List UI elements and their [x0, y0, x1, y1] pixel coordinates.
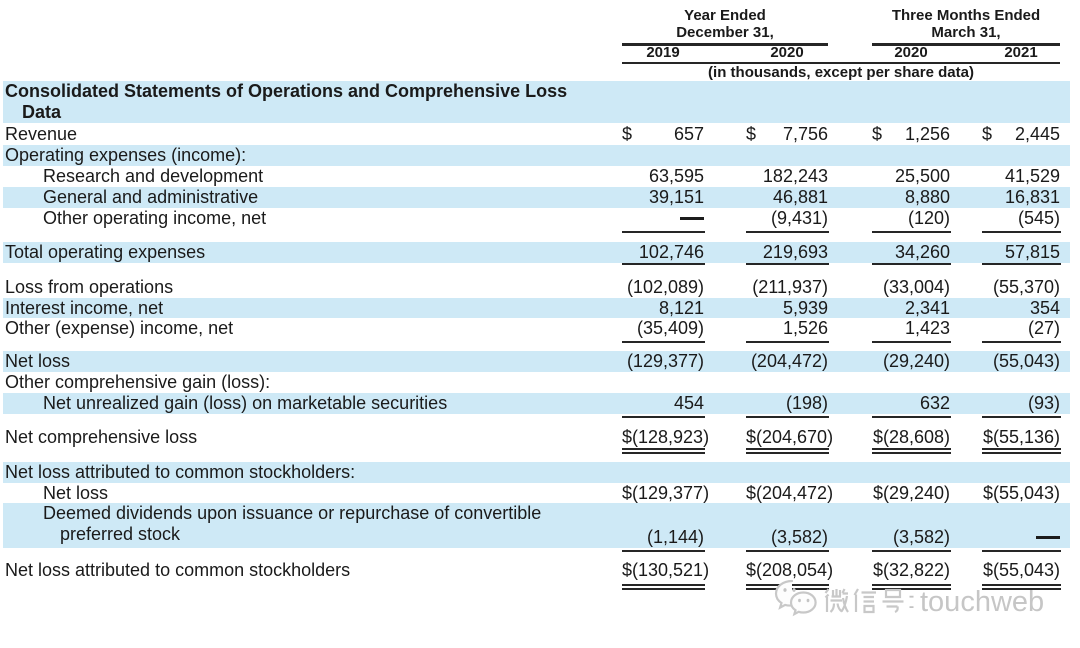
svg-text:touchweb: touchweb	[920, 586, 1044, 618]
